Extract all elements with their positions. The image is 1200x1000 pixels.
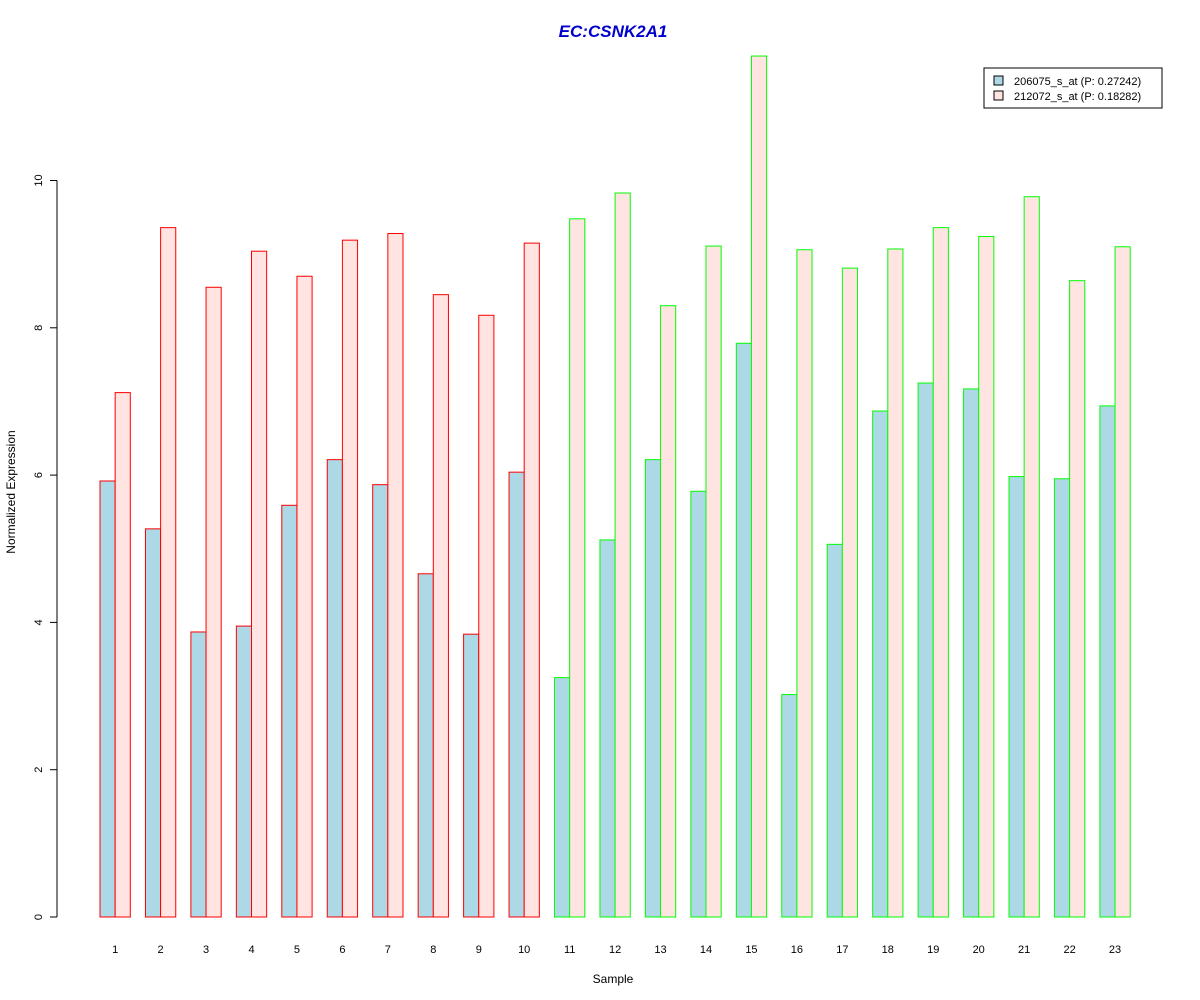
legend-swatch-series-1 [993,75,1004,86]
y-tick-label: 0 [33,914,45,920]
y-tick-label: 8 [33,325,45,331]
bar-series-1-sample-18 [872,410,889,918]
x-tick-label: 12 [609,944,621,956]
y-tick-label: 10 [33,174,45,186]
x-tick-label: 11 [564,944,575,956]
x-tick-label: 3 [203,944,209,956]
bar-series-2-sample-5 [296,275,313,918]
bar-series-1-sample-11 [554,677,571,918]
y-tick-label: 2 [33,767,45,773]
bar-series-2-sample-1 [114,392,131,918]
bar-series-2-sample-23 [1114,246,1131,918]
x-tick-label: 9 [476,944,482,956]
bar-series-1-sample-20 [963,388,980,918]
bar-series-1-sample-5 [281,504,298,918]
bar-series-1-sample-14 [690,490,707,918]
bar-series-1-sample-6 [326,459,343,918]
bar-series-2-sample-21 [1023,196,1040,918]
x-tick-label: 16 [791,944,803,956]
y-axis-label: Normalized Expression [4,430,18,553]
bar-series-1-sample-16 [781,694,798,918]
bar-series-1-sample-21 [1008,476,1025,918]
legend-label-series-1: 206075_s_at (P: 0.27242) [1014,76,1141,88]
bar-series-1-sample-13 [644,459,662,918]
bar-series-1-sample-8 [417,573,434,918]
bar-series-2-sample-11 [569,218,586,918]
bar-series-2-sample-22 [1069,280,1086,918]
y-tick-label: 6 [33,472,45,478]
bar-series-2-sample-4 [251,250,268,918]
x-tick-label: 14 [700,944,712,956]
bar-series-1-sample-23 [1099,405,1116,918]
bar-series-2-sample-10 [523,242,540,918]
bar-series-1-sample-10 [508,471,525,918]
x-tick-label: 22 [1063,944,1075,956]
x-tick-label: 20 [973,944,985,956]
bar-series-1-sample-12 [599,539,616,918]
x-tick-label: 1 [112,944,118,956]
bar-series-1-sample-19 [917,382,934,918]
bar-series-1-sample-7 [372,484,389,918]
bar-series-2-sample-18 [887,248,904,918]
bar-series-2-sample-14 [705,245,722,918]
bar-series-2-sample-16 [796,249,813,918]
bar-series-2-sample-9 [478,314,495,918]
bar-series-2-sample-2 [160,227,177,918]
x-tick-label: 17 [836,944,848,956]
x-tick-label: 2 [158,944,164,956]
x-tick-label: 4 [248,944,254,956]
x-tick-label: 5 [294,944,300,956]
bar-series-2-sample-7 [387,233,404,918]
x-tick-label: 15 [745,944,757,956]
bar-series-1-sample-17 [826,543,843,918]
bar-series-2-sample-6 [341,239,359,918]
legend-label-series-2: 212072_s_at (P: 0.18282) [1014,91,1141,103]
bars-group [99,55,1131,918]
y-axis: 0 2 4 6 8 10 [33,174,58,920]
bar-series-1-sample-22 [1053,478,1071,918]
x-tick-label: 7 [385,944,391,956]
bar-series-2-sample-20 [978,235,995,918]
bar-series-2-sample-17 [841,267,858,918]
x-axis-tick-labels: 1 2 3 4 5 6 7 8 9 10 11 12 13 14 15 16 17 18 19 20 21 22 23 [112,944,1121,956]
bar-series-2-sample-15 [750,55,768,918]
legend-swatch-series-2 [993,90,1004,101]
bar-series-1-sample-2 [144,528,162,918]
y-tick-label: 4 [33,619,45,625]
bar-series-1-sample-1 [99,480,116,918]
x-tick-label: 18 [882,944,894,956]
x-tick-label: 21 [1018,944,1030,956]
x-axis-label: Sample [593,972,634,986]
x-tick-label: 19 [927,944,939,956]
bar-series-2-sample-13 [660,305,677,918]
x-tick-label: 6 [339,944,345,956]
legend: 206075_s_at (P: 0.27242) 212072_s_at (P:… [983,67,1163,109]
bar-series-1-sample-9 [463,633,480,918]
chart-title: EC:CSNK2A1 [559,22,668,41]
x-tick-label: 13 [654,944,666,956]
bar-series-1-sample-4 [235,625,253,918]
bar-series-2-sample-19 [932,227,949,918]
legend-box [983,67,1163,109]
bar-series-1-sample-3 [190,631,207,918]
x-tick-label: 23 [1109,944,1121,956]
bar-series-2-sample-8 [432,294,449,918]
x-tick-label: 10 [518,944,530,956]
bar-series-1-sample-15 [735,342,752,918]
x-tick-label: 8 [430,944,436,956]
bar-series-2-sample-3 [205,286,222,918]
bar-series-2-sample-12 [614,192,631,918]
